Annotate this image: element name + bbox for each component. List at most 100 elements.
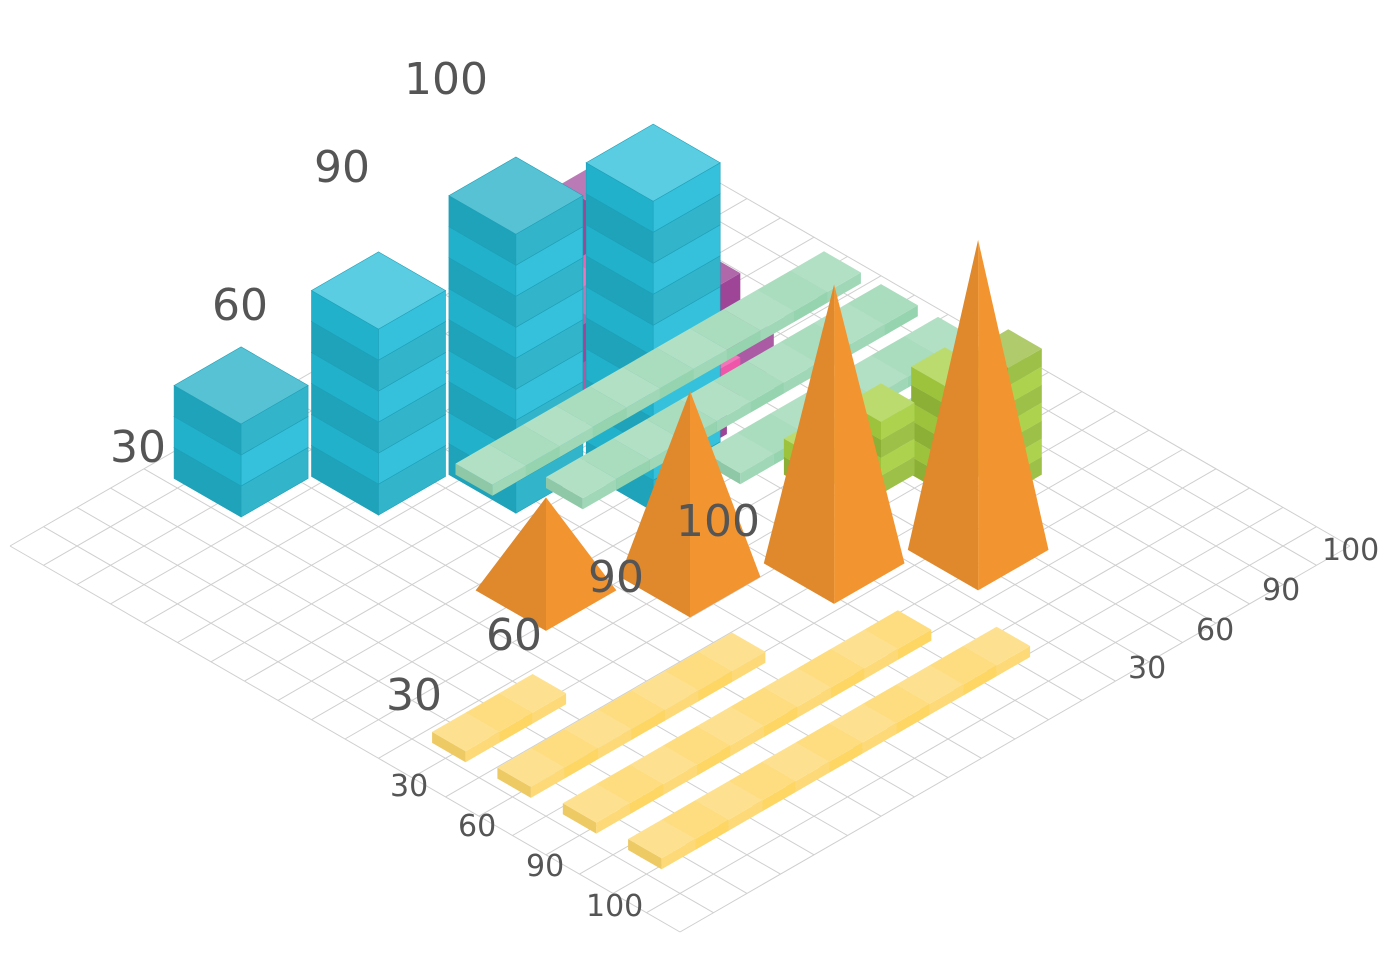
blue-label-30: 30 — [110, 422, 166, 473]
box-left-face — [911, 384, 945, 422]
box-top-face — [695, 781, 763, 820]
box-right-face — [881, 420, 915, 458]
box-top-face — [847, 284, 918, 325]
box-top-face — [546, 457, 617, 499]
mint-cell — [455, 444, 526, 496]
box-top-face — [830, 629, 898, 669]
pyramid-right-face — [834, 284, 905, 604]
yellow-cell — [432, 712, 500, 763]
box-right-face — [760, 311, 794, 342]
pyramid-left-face — [907, 239, 979, 591]
mint-label-100: 100 — [1322, 533, 1379, 568]
box-right-face — [793, 291, 828, 323]
box-right-face — [1008, 348, 1042, 386]
box-top-face — [723, 289, 794, 331]
box-top-face — [680, 380, 751, 422]
orange-label-30: 30 — [386, 670, 442, 721]
box-top-face — [623, 347, 694, 389]
box-top-face — [596, 764, 664, 804]
box-top-face — [690, 309, 761, 350]
orange-pyramids — [475, 239, 1049, 631]
box-left-face — [432, 731, 466, 763]
box-right-face — [762, 781, 796, 812]
box-right-face — [726, 330, 761, 361]
blue-block-stacks — [173, 123, 721, 518]
pyramid-left-face — [763, 284, 835, 604]
box-top-face — [763, 668, 831, 707]
box-right-face — [730, 726, 764, 757]
box-top-face — [661, 800, 729, 839]
mint-cell — [546, 457, 617, 510]
box-right-face — [661, 839, 696, 870]
box-right-face — [750, 382, 784, 413]
box-top-face — [589, 367, 660, 408]
box-left-face — [546, 477, 583, 510]
box-right-face — [783, 363, 818, 394]
orange-label-100: 100 — [676, 496, 760, 547]
box-top-face — [628, 819, 696, 859]
box-left-face — [628, 839, 662, 870]
box-left-face — [562, 803, 597, 834]
box-top-face — [762, 742, 830, 782]
box-top-face — [173, 346, 309, 425]
box-right-face — [797, 687, 831, 718]
box-top-face — [585, 123, 721, 202]
yellow-horizontal-rows — [432, 610, 1031, 870]
box-right-face — [881, 402, 915, 440]
yellow-label-60: 60 — [458, 809, 496, 844]
box-right-face — [696, 745, 731, 776]
box-right-face — [629, 784, 664, 815]
box-top-face — [929, 646, 997, 685]
yellow-row-90 — [562, 610, 932, 834]
blue-label-100: 100 — [404, 54, 488, 105]
box-right-face — [896, 703, 930, 735]
box-top-face — [497, 748, 565, 787]
box-right-face — [663, 764, 697, 795]
box-top-face — [795, 723, 863, 762]
box-left-face — [911, 366, 945, 404]
mint-label-90: 90 — [1262, 573, 1300, 608]
pyramid-right-face — [690, 390, 761, 618]
mint-horizontal-rows — [455, 251, 1032, 510]
box-right-face — [996, 646, 1031, 677]
box-top-face — [656, 328, 727, 369]
box-right-face — [592, 407, 627, 438]
box-right-face — [664, 690, 699, 721]
pyramid-right-face — [978, 239, 1049, 591]
box-right-face — [850, 324, 885, 355]
box-right-face — [731, 651, 766, 683]
box-top-face — [730, 687, 798, 727]
yellow-row-60 — [497, 632, 766, 798]
box-right-face — [884, 305, 918, 336]
box-right-face — [626, 388, 660, 419]
box-top-face — [432, 712, 500, 752]
box-right-face — [532, 693, 567, 724]
blue-label-90: 90 — [314, 142, 370, 193]
box-top-face — [963, 626, 1031, 666]
value-labels: 30 60 90 100 30 60 90 100 30 60 90 100 30 60 90 100 — [110, 54, 1379, 924]
blue-block — [585, 123, 721, 233]
box-right-face — [582, 479, 617, 510]
orange-pyramid-90 — [763, 284, 905, 604]
box-right-face — [728, 800, 763, 831]
yellow-label-90: 90 — [526, 849, 564, 884]
box-top-face — [713, 361, 784, 402]
box-top-face — [310, 251, 447, 330]
box-right-face — [616, 459, 650, 490]
orange-pyramid-100 — [907, 239, 1049, 591]
box-top-face — [455, 444, 526, 485]
box-top-face — [629, 745, 697, 784]
pyramid-right-face — [546, 497, 617, 631]
box-right-face — [795, 761, 830, 793]
orange-pyramid-30 — [475, 497, 617, 631]
blue-label-60: 60 — [212, 280, 268, 331]
pyramid-left-face — [619, 390, 690, 618]
box-right-face — [559, 426, 593, 458]
box-top-face — [448, 156, 584, 235]
box-right-face — [564, 748, 598, 779]
box-right-face — [525, 446, 560, 477]
blue-stack-30 — [173, 346, 309, 518]
box-left-face — [497, 767, 531, 798]
yellow-row-30 — [432, 674, 567, 763]
